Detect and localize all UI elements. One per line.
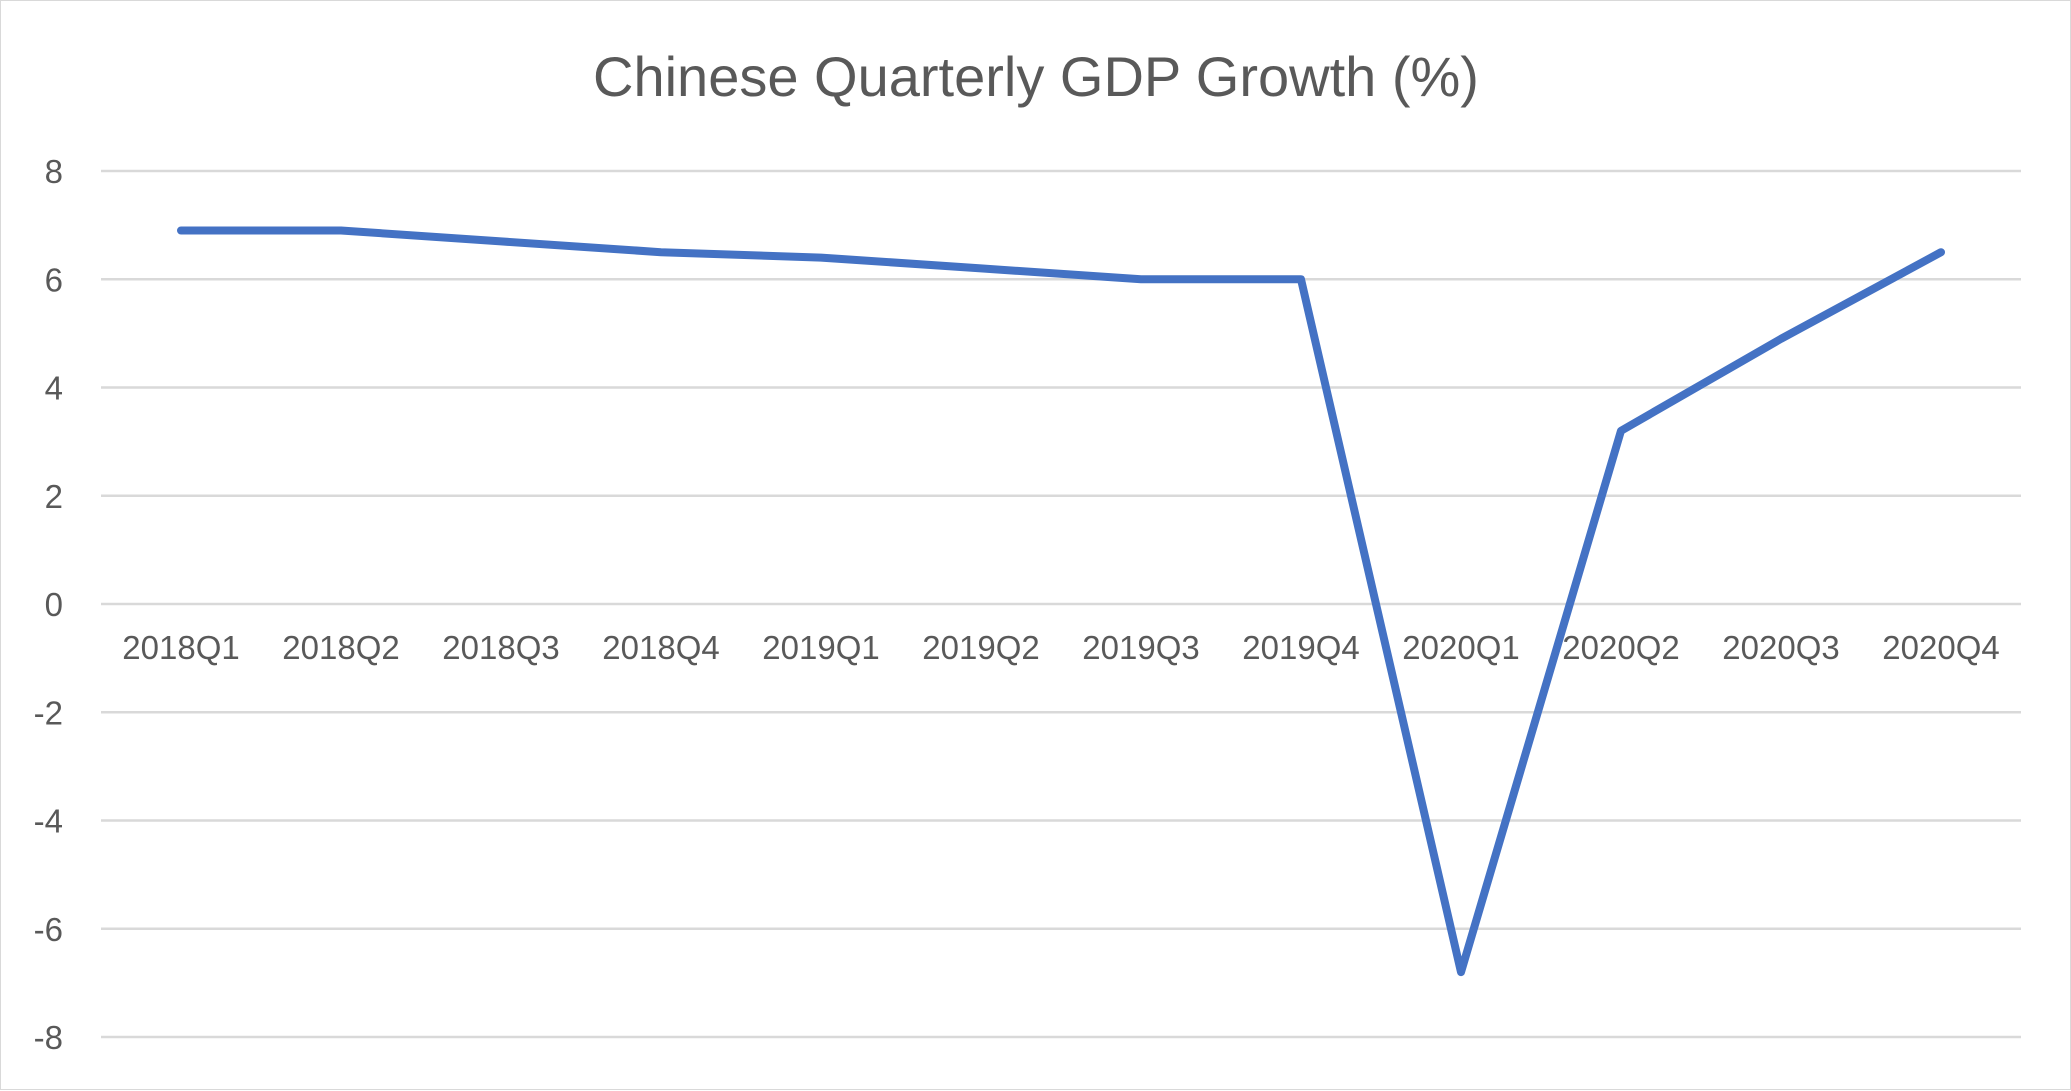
series-line	[181, 231, 1941, 973]
y-tick-label: 2	[45, 478, 63, 515]
x-tick-label: 2018Q3	[442, 629, 559, 666]
x-tick-label: 2018Q2	[282, 629, 399, 666]
x-tick-label: 2018Q4	[602, 629, 719, 666]
x-tick-label: 2020Q1	[1402, 629, 1519, 666]
x-tick-label: 2020Q2	[1562, 629, 1679, 666]
x-tick-label: 2018Q1	[122, 629, 239, 666]
x-tick-label: 2019Q4	[1242, 629, 1359, 666]
x-tick-label: 2019Q3	[1082, 629, 1199, 666]
chart-title: Chinese Quarterly GDP Growth (%)	[593, 45, 1479, 108]
series-group	[181, 230, 1941, 972]
y-tick-label: -8	[34, 1019, 63, 1056]
gridlines	[101, 171, 2021, 1037]
x-tick-label: 2019Q2	[922, 629, 1039, 666]
x-tick-label: 2020Q4	[1882, 629, 1999, 666]
y-tick-label: -4	[34, 803, 63, 840]
y-tick-label: 4	[45, 370, 63, 407]
y-tick-label: 6	[45, 261, 63, 298]
x-axis-tick-labels: 2018Q1 2018Q2 2018Q3 2018Q4 2019Q1 2019Q2 2019…	[122, 629, 1999, 666]
y-tick-label: 8	[45, 153, 63, 190]
y-axis-tick-labels: 8 6 4 2 0 -2 -4 -6 -8	[34, 153, 63, 1056]
y-tick-label: -2	[34, 694, 63, 731]
y-tick-label: -6	[34, 911, 63, 948]
y-tick-label: 0	[45, 586, 63, 623]
x-tick-label: 2020Q3	[1722, 629, 1839, 666]
x-tick-label: 2019Q1	[762, 629, 879, 666]
